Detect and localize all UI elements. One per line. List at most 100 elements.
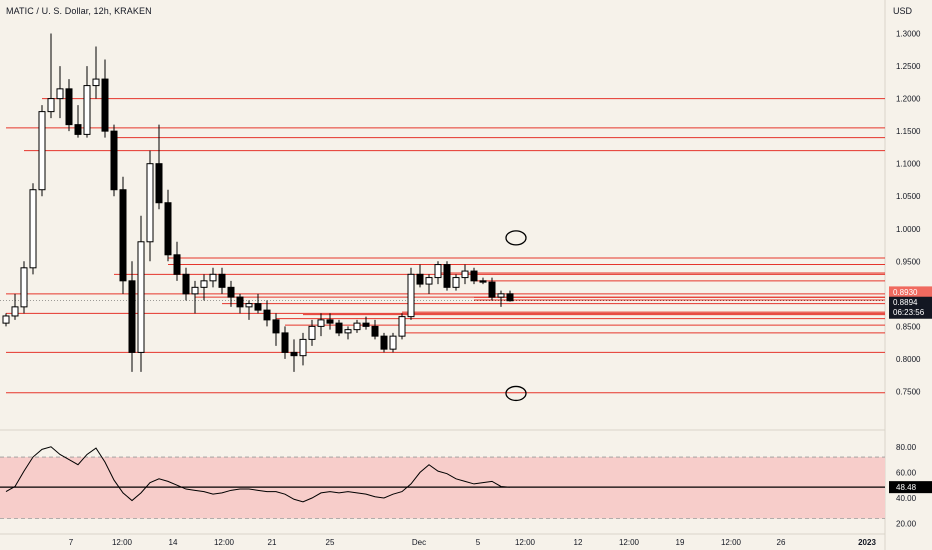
candle-down [506,293,514,302]
candle-up [389,335,397,350]
candle-down [326,319,334,324]
chart-title: MATIC / U. S. Dollar, 12h, KRAKEN [6,6,152,16]
candle-up [299,338,307,357]
candle-down [101,78,109,132]
rsi-value-badge [889,481,932,494]
price-axis[interactable]: 1.3000 1.2500 1.2000 1.1500 1.1000 1.0500 1.00… [896,30,921,529]
time-tick-label: 12:00 [619,538,640,547]
price-tick-label: 1.2000 [896,95,921,104]
current-price-badge [889,296,932,319]
time-tick-label: 19 [676,538,685,547]
time-tick-label: 12:00 [721,538,742,547]
candle-down [380,335,388,350]
candle-down [74,124,82,135]
candle-down [65,88,73,126]
candle-up [434,264,442,279]
candle-down [281,332,289,353]
price-tick-label: 0.8000 [896,355,921,364]
price-tick-label: 0.7500 [896,387,921,396]
candle-up [137,241,145,353]
price-tick-label: 1.2500 [896,62,921,71]
candle-down [290,351,298,357]
circle-annotation [505,385,527,402]
time-tick-label: 21 [268,538,277,547]
time-tick-label: 5 [476,538,481,547]
rsi-tick-label: 40.00 [896,494,917,503]
candle-up [47,98,55,113]
candle-down [263,309,271,321]
rsi-value-label: 48.48 [896,483,917,492]
rsi-pane [0,446,885,519]
time-tick-label: 2023 [858,538,876,547]
price-tick-label: 0.9500 [896,257,921,266]
candle-down [110,130,118,191]
candle-up [308,325,316,340]
candle-up [92,78,100,87]
candle-up [245,303,253,308]
candle-down [128,280,136,353]
annotations [505,230,527,402]
candle-up [56,88,64,100]
candle-down [470,270,478,282]
candle-up [209,273,217,282]
candle-up [38,111,46,191]
candle-up [317,319,325,327]
candle-up [11,306,19,317]
candle-up [407,273,415,318]
candle-down [119,189,127,282]
time-tick-label: 12:00 [112,538,133,547]
candle-up [29,189,37,269]
time-tick-label: 26 [777,538,786,547]
time-tick-label: 25 [326,538,335,547]
candle-down [362,322,370,327]
alert-price-badge [889,286,932,298]
candle-up [353,322,361,331]
candle-down [272,319,280,334]
time-tick-label: 12:00 [515,538,536,547]
time-tick-label: 12:00 [214,538,235,547]
alert-price-label: 0.8930 [893,288,918,297]
rsi-band [0,457,885,519]
candle-up [497,293,505,298]
candle-down [182,273,190,295]
time-tick-label: 12 [574,538,583,547]
rsi-line [5,446,511,503]
candle-up [191,286,199,295]
candle-up [83,85,91,135]
price-tick-label: 0.8500 [896,322,921,331]
level-lines [0,98,885,394]
candle-up [398,316,406,337]
candle-down [443,264,451,288]
current-price-label: 0.8894 [893,298,918,307]
currency-label: USD [893,6,913,16]
price-tick-label: 1.3000 [896,30,921,39]
candle-down [164,202,172,256]
candle-down [416,273,424,285]
candle-up [344,329,352,334]
candle-down [488,281,496,298]
candle-down [218,273,226,288]
candle-down [371,325,379,337]
candle-down [335,322,343,334]
time-tick-label: Dec [412,538,426,547]
time-tick-label: 7 [69,538,74,547]
candle-up [146,163,154,243]
candle-down [236,296,244,308]
circle-annotation [505,230,527,246]
countdown-label: 06:23:56 [893,308,925,317]
candle-up [20,267,28,308]
price-tick-label: 1.1500 [896,127,921,136]
rsi-tick-label: 60.00 [896,468,917,477]
price-tick-label: 1.1000 [896,160,921,169]
candle-up [425,277,433,285]
time-axis[interactable]: 7 12:00 14 12:00 21 25 Dec 5 12:00 12 12:00 19 12:00… [69,538,877,547]
rsi-tick-label: 20.00 [896,520,917,529]
price-tick-label: 1.0000 [896,225,921,234]
candle-down [254,303,262,311]
candle-down [173,254,181,275]
rsi-tick-label: 80.00 [896,443,917,452]
candle-up [461,270,469,279]
candle-down [155,163,163,204]
